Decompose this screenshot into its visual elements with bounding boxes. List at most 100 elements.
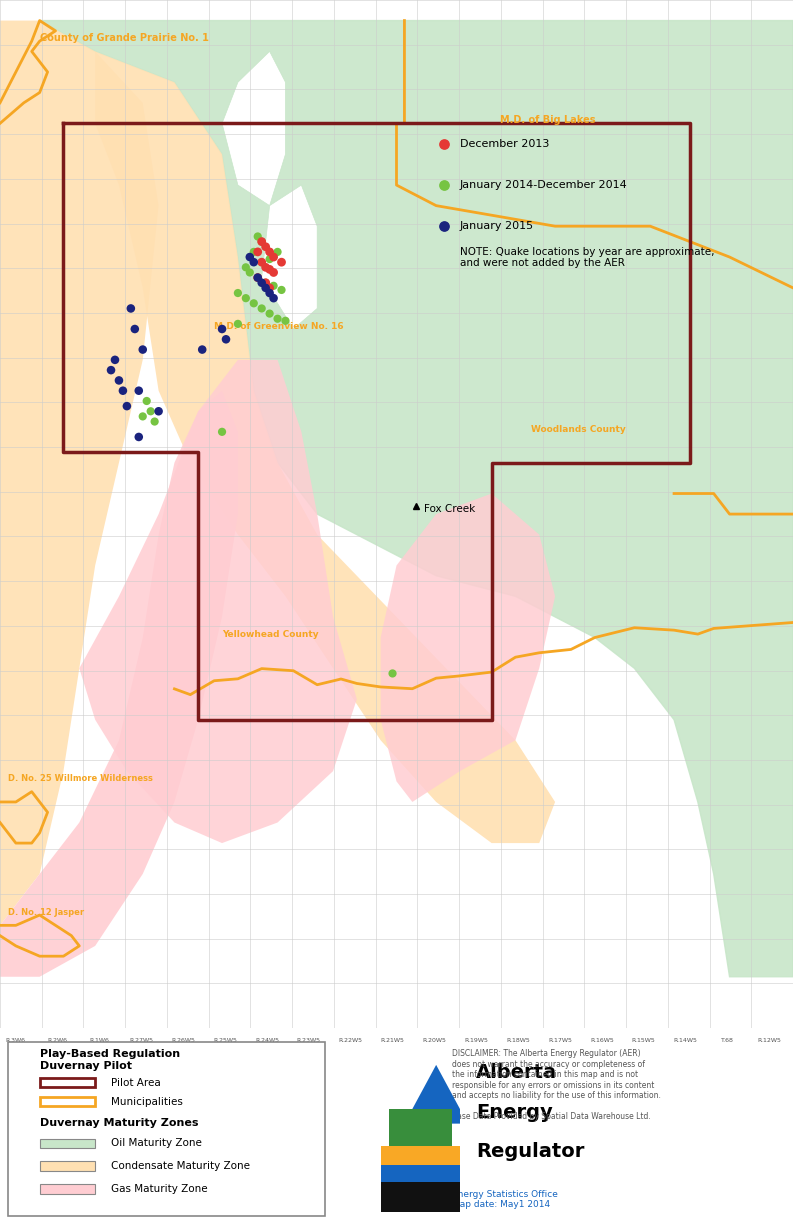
Point xyxy=(267,247,280,267)
Point xyxy=(113,371,125,390)
Text: Duvernay Maturity Zones: Duvernay Maturity Zones xyxy=(40,1118,198,1127)
Text: R.14W5: R.14W5 xyxy=(673,1038,697,1043)
Text: Yellowhead County: Yellowhead County xyxy=(222,630,319,639)
Point xyxy=(255,252,268,272)
Point xyxy=(263,250,276,269)
Text: R.25W5: R.25W5 xyxy=(213,1038,237,1043)
Text: R.3W6: R.3W6 xyxy=(6,1038,26,1043)
Point xyxy=(259,278,272,297)
Point xyxy=(220,329,232,349)
Bar xyxy=(40,1078,95,1087)
Point xyxy=(255,299,268,318)
Text: R.26W5: R.26W5 xyxy=(171,1038,195,1043)
Point xyxy=(263,278,276,297)
Point xyxy=(279,311,292,330)
Point xyxy=(148,411,161,431)
Text: R.2W6: R.2W6 xyxy=(48,1038,67,1043)
Point xyxy=(263,259,276,279)
Point xyxy=(263,283,276,302)
Point xyxy=(239,289,252,308)
Polygon shape xyxy=(222,51,285,206)
Polygon shape xyxy=(381,493,555,802)
Point xyxy=(267,277,280,296)
Text: R.22W5: R.22W5 xyxy=(339,1038,362,1043)
Point xyxy=(275,280,288,300)
Point xyxy=(216,319,228,339)
Text: Condensate Maturity Zone: Condensate Maturity Zone xyxy=(111,1162,250,1171)
Point xyxy=(232,283,244,302)
Text: Oil Maturity Zone: Oil Maturity Zone xyxy=(111,1138,202,1148)
Text: DISCLAIMER: The Alberta Energy Regulator (AER)
does not warrant the accuracy or : DISCLAIMER: The Alberta Energy Regulator… xyxy=(452,1049,661,1121)
Point xyxy=(259,273,272,293)
Text: R.23W5: R.23W5 xyxy=(297,1038,321,1043)
Polygon shape xyxy=(381,1165,460,1185)
Point xyxy=(152,401,165,421)
Text: Municipalities: Municipalities xyxy=(111,1097,183,1106)
Point xyxy=(271,308,284,328)
Point xyxy=(255,231,268,251)
Polygon shape xyxy=(389,1109,452,1153)
Bar xyxy=(40,1097,95,1106)
Point xyxy=(271,242,284,262)
Polygon shape xyxy=(40,21,793,977)
Text: Fox Creek: Fox Creek xyxy=(424,504,476,514)
Text: Play-Based Regulation
Duvernay Pilot: Play-Based Regulation Duvernay Pilot xyxy=(40,1049,180,1071)
Point xyxy=(136,406,149,426)
Text: Pilot Area: Pilot Area xyxy=(111,1077,161,1088)
Point xyxy=(144,401,157,421)
Text: Alberta: Alberta xyxy=(476,1062,557,1082)
Point xyxy=(263,242,276,262)
Point xyxy=(259,257,272,277)
Text: M.D. of Big Lakes: M.D. of Big Lakes xyxy=(500,115,595,125)
Text: Energy Statistics Office
Map date: May1 2014: Energy Statistics Office Map date: May1 … xyxy=(452,1190,558,1209)
Polygon shape xyxy=(95,51,555,843)
Polygon shape xyxy=(0,390,238,977)
Point xyxy=(232,315,244,334)
Point xyxy=(109,350,121,370)
Polygon shape xyxy=(381,1146,460,1168)
Text: R.12W5: R.12W5 xyxy=(757,1038,781,1043)
Point xyxy=(105,360,117,379)
Text: R.21W5: R.21W5 xyxy=(381,1038,404,1043)
Text: R.17W5: R.17W5 xyxy=(548,1038,572,1043)
Text: Energy: Energy xyxy=(476,1103,553,1121)
Text: R.1W6: R.1W6 xyxy=(90,1038,109,1043)
Point xyxy=(251,268,264,288)
Text: R.16W5: R.16W5 xyxy=(590,1038,614,1043)
Polygon shape xyxy=(381,1182,460,1212)
Point xyxy=(438,217,450,236)
Point xyxy=(255,231,268,251)
Point xyxy=(251,268,264,288)
Point xyxy=(121,397,133,416)
Point xyxy=(243,247,256,267)
Bar xyxy=(40,1184,95,1193)
Point xyxy=(140,392,153,411)
Bar xyxy=(40,1138,95,1148)
Point xyxy=(243,263,256,283)
Point xyxy=(251,226,264,246)
Point xyxy=(216,422,228,442)
Text: D. No. 25 Willmore Wilderness: D. No. 25 Willmore Wilderness xyxy=(8,775,153,783)
FancyBboxPatch shape xyxy=(8,1042,325,1217)
Point xyxy=(259,237,272,257)
Point xyxy=(251,242,264,262)
Text: T.68: T.68 xyxy=(721,1038,734,1043)
Text: D. No. 12 Jasper: D. No. 12 Jasper xyxy=(8,908,84,917)
Point xyxy=(251,268,264,288)
Polygon shape xyxy=(262,185,317,329)
Point xyxy=(255,273,268,293)
Point xyxy=(247,294,260,313)
Polygon shape xyxy=(404,1065,468,1124)
Text: R.15W5: R.15W5 xyxy=(632,1038,656,1043)
Point xyxy=(263,304,276,323)
Point xyxy=(267,289,280,308)
Text: January 2014-December 2014: January 2014-December 2014 xyxy=(460,180,628,190)
Point xyxy=(136,340,149,360)
Point xyxy=(125,299,137,318)
Point xyxy=(128,319,141,339)
Bar xyxy=(40,1162,95,1171)
Point xyxy=(386,663,399,683)
Point xyxy=(267,263,280,283)
Text: R.18W5: R.18W5 xyxy=(506,1038,530,1043)
Text: NOTE: Quake locations by year are approximate,
and were not added by the AER: NOTE: Quake locations by year are approx… xyxy=(460,247,714,268)
